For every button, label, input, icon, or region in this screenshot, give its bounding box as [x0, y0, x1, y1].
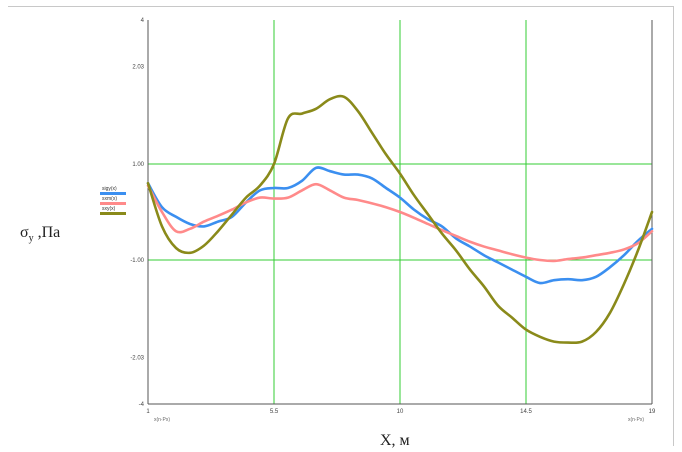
y-axis-label: σy ,Па	[20, 224, 61, 245]
y-tick-label: -1.00	[130, 258, 144, 264]
y-tick-label: 2.03	[132, 65, 144, 71]
x-tick-label: 5.5	[270, 409, 279, 415]
x-tick-label: 1	[146, 409, 150, 415]
y-tick-label: -4	[139, 402, 145, 408]
y-tick-label: 4	[141, 18, 145, 24]
legend-swatch	[100, 212, 126, 215]
chart-frame	[8, 6, 674, 446]
y-tick-label: -2.03	[130, 355, 144, 361]
legend-label: sxm(x)	[102, 196, 117, 202]
x-tick-label: 19	[649, 409, 656, 415]
legend-label: sigy(x)	[102, 186, 117, 192]
legend-entry: sigy(x)	[100, 186, 140, 196]
legend-swatch	[100, 192, 126, 195]
legend: sigy(x) sxm(x) sxy(x)	[100, 186, 140, 216]
x-range-label: x(n·Px)	[628, 417, 644, 423]
legend-entry: sxy(x)	[100, 206, 140, 216]
legend-entry: sxm(x)	[100, 196, 140, 206]
x-tick-label: 10	[397, 409, 404, 415]
series-line-3	[146, 94, 654, 345]
series-line-1	[146, 166, 654, 285]
x-axis-label: X, м	[380, 432, 410, 449]
series-line-2	[146, 182, 654, 263]
x-tick-label: 14.5	[520, 409, 532, 415]
x-range-label: x(n·Px)	[154, 417, 170, 423]
legend-label: sxy(x)	[102, 206, 116, 212]
legend-swatch	[100, 202, 126, 205]
y-tick-label: 1.00	[132, 162, 144, 168]
